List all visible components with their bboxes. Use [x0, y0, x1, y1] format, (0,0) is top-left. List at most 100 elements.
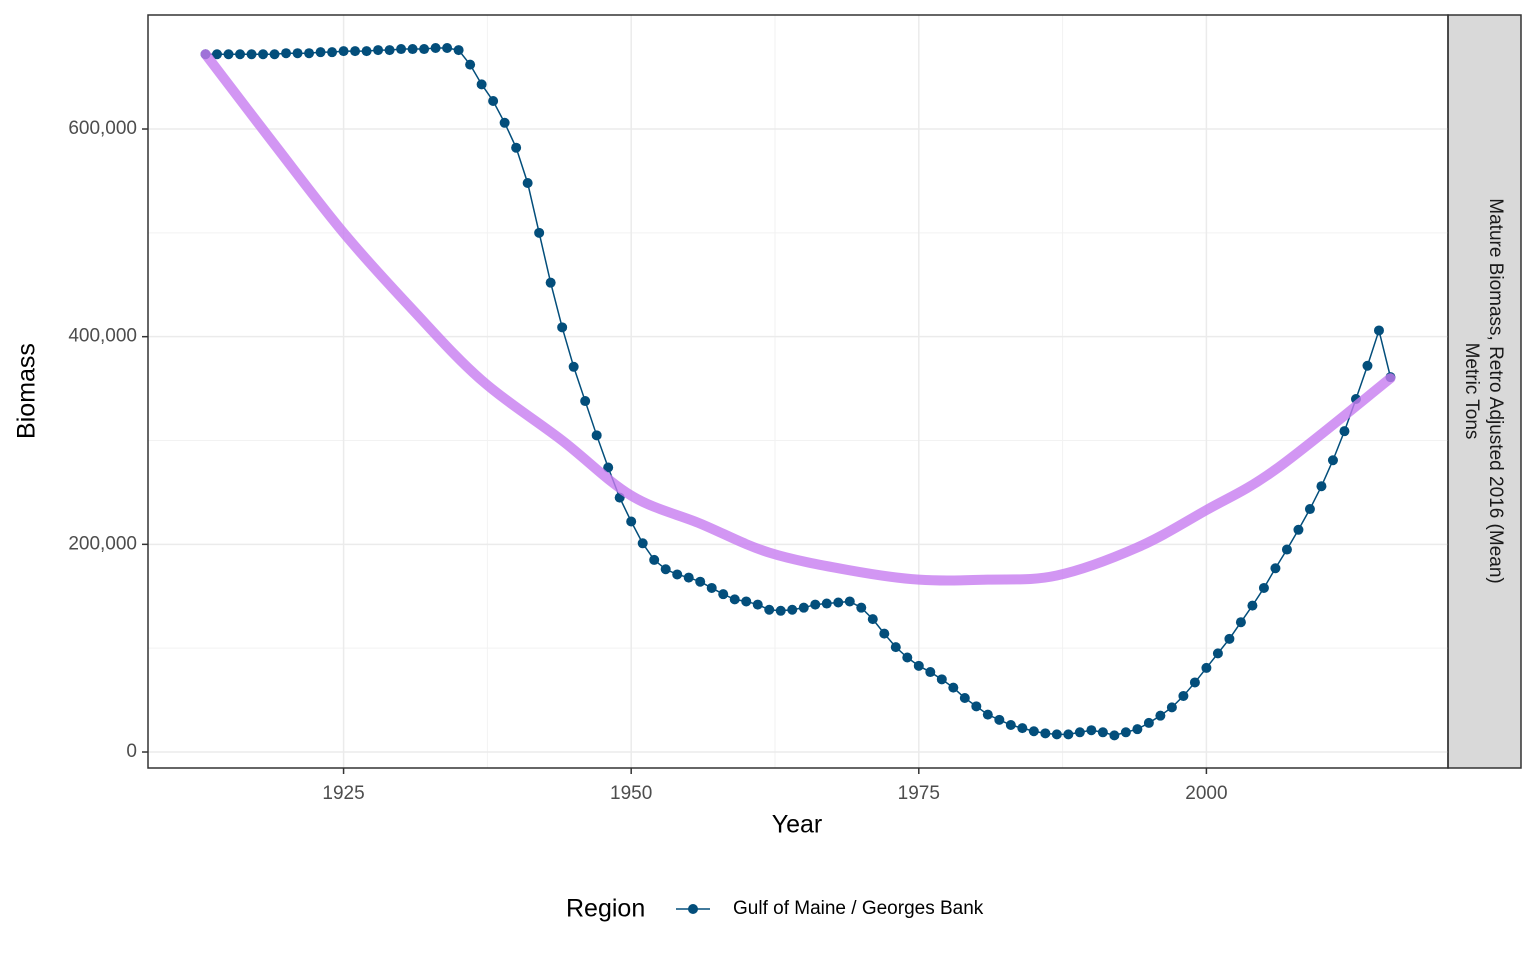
- data-point: [1132, 724, 1143, 735]
- data-point: [1120, 727, 1131, 738]
- y-tick-label: 200,000: [68, 533, 137, 554]
- data-point: [373, 45, 384, 56]
- data-point: [1201, 662, 1212, 673]
- data-point: [1258, 582, 1269, 593]
- data-point: [1109, 730, 1120, 741]
- data-point: [660, 564, 671, 575]
- data-point: [1304, 504, 1315, 515]
- x-tick-label: 1975: [898, 783, 940, 804]
- facet-strip: [1447, 14, 1522, 769]
- data-point: [580, 396, 591, 407]
- y-tick-label: 0: [126, 741, 137, 762]
- data-point: [419, 44, 430, 55]
- data-point: [626, 516, 637, 527]
- data-point: [1017, 723, 1028, 734]
- data-point: [1143, 717, 1154, 728]
- data-point: [821, 598, 832, 609]
- data-point: [384, 45, 395, 56]
- data-point: [407, 44, 418, 55]
- data-point: [764, 604, 775, 615]
- x-tick-label: 1950: [610, 783, 652, 804]
- data-point: [856, 602, 867, 613]
- data-point: [223, 49, 234, 60]
- data-point: [833, 597, 844, 608]
- data-point: [511, 142, 522, 153]
- facet-label: Metric Tons: [1461, 343, 1482, 440]
- data-point: [557, 322, 568, 333]
- data-point: [741, 596, 752, 607]
- data-point: [361, 46, 372, 57]
- data-point: [453, 45, 464, 56]
- data-point: [902, 652, 913, 663]
- data-point: [775, 605, 786, 616]
- panel-border: [147, 14, 1449, 769]
- data-point: [258, 49, 269, 60]
- data-point: [522, 178, 533, 189]
- y-tick-label: 400,000: [68, 326, 137, 347]
- data-point: [1270, 563, 1281, 574]
- data-point: [1166, 702, 1177, 713]
- data-point: [396, 44, 407, 55]
- y-tick-label: 600,000: [68, 118, 137, 139]
- data-point: [810, 599, 821, 610]
- data-point: [1339, 426, 1350, 437]
- data-point: [1362, 360, 1373, 371]
- data-point: [603, 462, 614, 473]
- data-point: [925, 667, 936, 678]
- data-point: [971, 701, 982, 712]
- data-point: [235, 49, 246, 60]
- data-point: [430, 43, 441, 54]
- data-point: [787, 604, 798, 615]
- data-point: [1373, 325, 1384, 336]
- data-point: [488, 95, 499, 106]
- data-point: [269, 49, 280, 60]
- data-point: [1224, 633, 1235, 644]
- data-point: [591, 430, 602, 441]
- data-point: [350, 46, 361, 57]
- data-point: [442, 43, 453, 54]
- data-point: [534, 227, 545, 238]
- data-point: [1281, 544, 1292, 555]
- data-point: [844, 596, 855, 607]
- data-point: [890, 642, 901, 653]
- data-point: [718, 589, 729, 600]
- data-point: [798, 602, 809, 613]
- data-point: [304, 48, 315, 59]
- data-point: [281, 48, 292, 59]
- data-point: [1097, 727, 1108, 738]
- data-point: [879, 628, 890, 639]
- data-point: [1074, 727, 1085, 738]
- data-point: [948, 682, 959, 693]
- data-point: [1028, 726, 1039, 737]
- data-point: [1212, 648, 1223, 659]
- data-point: [672, 569, 683, 580]
- data-point: [637, 538, 648, 549]
- data-point: [959, 693, 970, 704]
- data-point: [706, 582, 717, 593]
- data-point: [729, 594, 740, 605]
- data-point: [545, 277, 556, 288]
- data-point: [315, 47, 326, 58]
- data-point: [568, 361, 579, 372]
- data-point: [867, 614, 878, 625]
- data-point: [994, 714, 1005, 725]
- data-point: [1293, 524, 1304, 535]
- data-point: [1051, 729, 1062, 740]
- data-point: [1155, 710, 1166, 721]
- data-point: [695, 576, 706, 587]
- y-axis-title: Biomass: [13, 343, 41, 439]
- x-axis-title: Year: [772, 811, 823, 839]
- data-point: [292, 48, 303, 59]
- legend-label: Gulf of Maine / Georges Bank: [733, 898, 984, 919]
- data-point: [465, 59, 476, 70]
- data-point: [982, 709, 993, 720]
- smooth-line: [200, 49, 1396, 586]
- data-point: [752, 599, 763, 610]
- data-point: [327, 47, 338, 58]
- data-point: [212, 49, 223, 60]
- x-tick-label: 2000: [1185, 783, 1227, 804]
- data-point: [1005, 720, 1016, 731]
- data-point: [1247, 600, 1258, 611]
